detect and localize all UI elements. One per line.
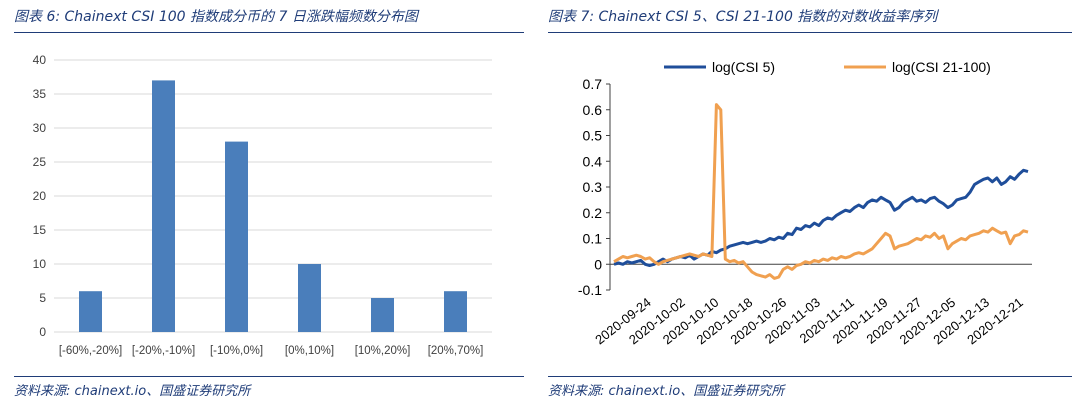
- bar-1: [152, 80, 175, 333]
- bar-2: [225, 141, 248, 332]
- line-y-tick-label: 0.2: [583, 205, 603, 221]
- bar-x-tick-label: [-10%,0%]: [210, 345, 263, 357]
- figure-7-top-rule: [548, 32, 1072, 33]
- figure-6-top-rule: [14, 32, 524, 33]
- line-y-tick-label: -0.1: [578, 282, 602, 298]
- line-y-tick-label: 0: [594, 256, 602, 272]
- figure-6-bottom-rule: [14, 376, 524, 377]
- line-y-tick-label: 0.4: [583, 153, 603, 169]
- right-figure-panel: 图表 7: Chainext CSI 5、CSI 21-100 指数的对数收益率…: [548, 0, 1072, 402]
- bar-y-tick-label: 10: [33, 257, 47, 271]
- bar-y-tick-label: 30: [33, 121, 47, 135]
- bar-y-tick-label: 25: [33, 155, 47, 169]
- bar-5: [444, 291, 467, 332]
- series-line-1: [613, 103, 1029, 280]
- bar-y-tick-label: 40: [33, 53, 47, 67]
- figure-7-title: 图表 7: Chainext CSI 5、CSI 21-100 指数的对数收益率…: [548, 9, 938, 25]
- figure-6-source: 资料来源: chainext.io、国盛证券研究所: [14, 384, 251, 399]
- figure-6-title: 图表 6: Chainext CSI 100 指数成分币的 7 日涨跌幅频数分布…: [14, 9, 418, 25]
- bar-0: [79, 291, 102, 332]
- series-line-0: [613, 168, 1029, 267]
- bar-x-tick-label: [10%,20%]: [355, 345, 411, 357]
- bar-x-tick-label: [-60%,-20%]: [59, 345, 122, 357]
- frequency-bar-chart: 0 5 10 15 20 25 30 35 40 [-60%,-20%] [-20%,-10%] [-…: [33, 53, 492, 357]
- log-return-line-chart: -0.100.10.20.30.40.50.60.72020-09-242020…: [578, 59, 1032, 347]
- bar-y-tick-label: 20: [33, 189, 47, 203]
- line-y-tick-label: 0.3: [583, 179, 603, 195]
- bar-x-tick-label: [20%,70%]: [428, 345, 484, 357]
- line-y-tick-label: 0.5: [583, 128, 603, 144]
- legend-label-0: log(CSI 5): [712, 59, 775, 75]
- bar-4: [371, 298, 394, 332]
- bar-3: [298, 264, 321, 332]
- line-y-tick-label: 0.6: [583, 102, 603, 118]
- figure-7-bottom-rule: [548, 376, 1072, 377]
- figure-7-source: 资料来源: chainext.io、国盛证券研究所: [548, 384, 785, 399]
- bar-y-tick-label: 35: [33, 87, 47, 101]
- bar-x-tick-label: [0%,10%]: [285, 345, 334, 357]
- line-y-tick-label: 0.7: [583, 76, 603, 92]
- bar-y-tick-label: 0: [39, 325, 46, 339]
- bar-x-tick-label: [-20%,-10%]: [132, 345, 195, 357]
- bar-y-tick-label: 15: [33, 223, 47, 237]
- legend-label-1: log(CSI 21-100): [892, 59, 991, 75]
- line-y-tick-label: 0.1: [583, 231, 603, 247]
- left-figure-panel: 图表 6: Chainext CSI 100 指数成分币的 7 日涨跌幅频数分布…: [14, 0, 524, 402]
- bar-y-tick-label: 5: [39, 291, 46, 305]
